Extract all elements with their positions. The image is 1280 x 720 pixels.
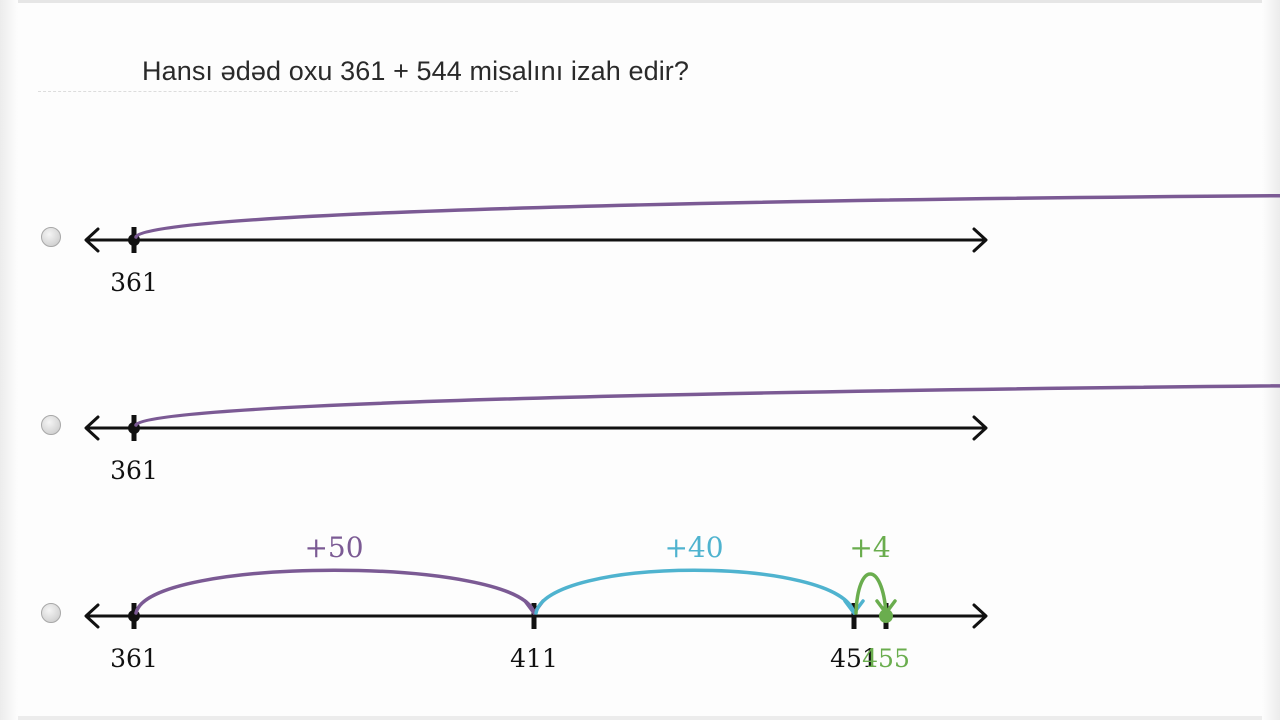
tick-label: 361 <box>110 268 158 297</box>
question-divider <box>38 91 518 93</box>
right-arrow-icon <box>972 603 988 629</box>
tick-label: 361 <box>110 456 158 485</box>
tick-label: 451 <box>830 644 878 673</box>
question-text: Hansı ədəd oxu 361 + 544 misalını izah e… <box>142 56 689 86</box>
jump-arc <box>134 384 1280 427</box>
jump-label: +4 <box>849 531 890 564</box>
frame-bottom-edge <box>0 716 1280 720</box>
frame-left-edge <box>0 0 18 720</box>
left-arrow-icon <box>84 415 100 441</box>
jump-label: +40 <box>664 531 723 564</box>
right-arrow-icon <box>972 415 988 441</box>
frame-right-edge <box>1262 0 1280 720</box>
answer-option-2-number-line[interactable]: 361861901905+500+40+4 <box>84 343 1280 485</box>
tick-label: 361 <box>110 644 158 673</box>
jump-arc <box>134 568 536 615</box>
jump-arc <box>534 568 856 615</box>
answer-option-2-radio[interactable] <box>41 415 61 435</box>
left-arrow-icon <box>84 603 100 629</box>
left-arrow-icon <box>84 227 100 253</box>
jump-arrowhead-icon <box>843 599 865 615</box>
jump-arc <box>134 194 1280 239</box>
answer-option-3-radio[interactable] <box>41 603 61 623</box>
answer-option-1-number-line[interactable]: 361761811815+400+50+4 <box>84 155 1280 297</box>
start-point-dot <box>128 610 140 622</box>
jump-arc <box>854 572 888 615</box>
tick-label: 411 <box>510 644 558 673</box>
result-point-dot <box>879 609 893 623</box>
jump-label: +50 <box>304 531 363 564</box>
right-arrow-icon <box>972 227 988 253</box>
result-tick-label: 455 <box>862 644 910 673</box>
frame-top-edge <box>0 0 1280 3</box>
answer-option-1-radio[interactable] <box>41 227 61 247</box>
